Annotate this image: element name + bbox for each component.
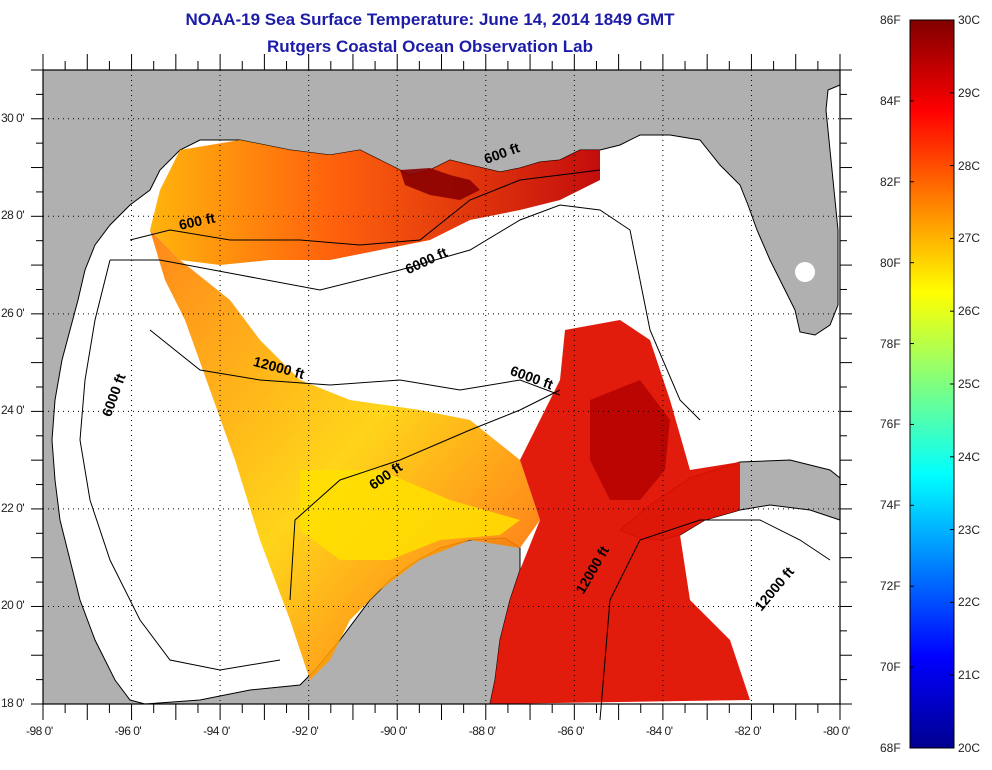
lon-tick-label: -86 0': [557, 724, 584, 738]
lon-tick-label: -94 0': [203, 724, 230, 738]
colorbar-fahrenheit-label: 78F: [880, 336, 901, 351]
sst-western-swath: [150, 230, 540, 680]
contour-12000ft: [149, 329, 831, 721]
lat-tick-label: 28 0': [1, 208, 25, 223]
lon-tick-label: -88 0': [468, 724, 496, 738]
colorbar-celsius-label: 21C: [958, 668, 981, 683]
contour-6000ft: [79, 204, 701, 671]
lon-tick-label: -90 0': [380, 724, 407, 738]
sst-eastern-swath: [490, 320, 750, 704]
contour-yucatan-shelf: [289, 389, 561, 601]
lon-tick-label: -98 0': [26, 724, 53, 738]
sst-delta-hotspot: [400, 168, 480, 200]
sst-northern-gulf: [150, 140, 600, 265]
colorbar-fahrenheit-label: 76F: [880, 417, 901, 432]
colorbar-celsius-label: 27C: [958, 231, 981, 246]
map-title: NOAA-19 Sea Surface Temperature: June 14…: [185, 10, 675, 29]
lat-tick-label: 24 0': [1, 403, 25, 418]
axis-ticks: [31, 54, 852, 720]
colorbar-celsius-label: 29C: [958, 85, 981, 100]
sst-yucatan-shelf: [300, 470, 520, 560]
lon-tick-label: -80 0': [823, 724, 850, 738]
colorbar-ticks: [910, 19, 954, 749]
colorbar-celsius-label: 20C: [958, 741, 981, 755]
colorbar-celsius-label: 26C: [958, 304, 981, 319]
colorbar: [909, 19, 955, 749]
contour-600ft: [129, 169, 601, 246]
lon-tick-label: -82 0': [734, 724, 762, 738]
colorbar-celsius-label: 24C: [958, 449, 981, 464]
lat-tick-label: 18 0': [1, 696, 25, 710]
colorbar-celsius-label: 23C: [958, 522, 981, 537]
colorbar-celsius-label: 25C: [958, 377, 981, 391]
lat-tick-label: 22 0': [1, 500, 25, 515]
colorbar-celsius-label: 22C: [958, 595, 981, 610]
lake-okeechobee: [795, 262, 815, 282]
colorbar-fahrenheit-label: 72F: [880, 579, 901, 594]
lon-tick-label: -96 0': [114, 724, 142, 738]
lat-tick-label: 30 0': [1, 110, 25, 125]
colorbar-fahrenheit-label: 80F: [880, 255, 901, 270]
colorbar-fahrenheit-label: 86F: [880, 13, 901, 27]
colorbar-fahrenheit-label: 74F: [880, 498, 901, 513]
colorbar-fahrenheit-label: 84F: [880, 93, 901, 108]
map-subtitle: Rutgers Coastal Ocean Observation Lab: [267, 37, 593, 56]
colorbar-fahrenheit-label: 70F: [880, 660, 901, 675]
lon-tick-label: -84 0': [645, 724, 673, 738]
colorbar-fahrenheit-label: 82F: [880, 174, 901, 189]
map-grid: [43, 70, 840, 704]
colorbar-celsius-label: 30C: [958, 13, 981, 27]
contour-label: 600 ft: [177, 209, 216, 232]
lat-tick-label: 20 0': [1, 598, 25, 613]
colorbar-celsius-label: 28C: [958, 158, 981, 173]
colorbar-fahrenheit-label: 68F: [880, 741, 901, 755]
sst-loop-current-core: [590, 380, 670, 500]
lat-tick-label: 26 0': [1, 305, 25, 320]
lon-tick-label: -92 0': [291, 724, 319, 738]
